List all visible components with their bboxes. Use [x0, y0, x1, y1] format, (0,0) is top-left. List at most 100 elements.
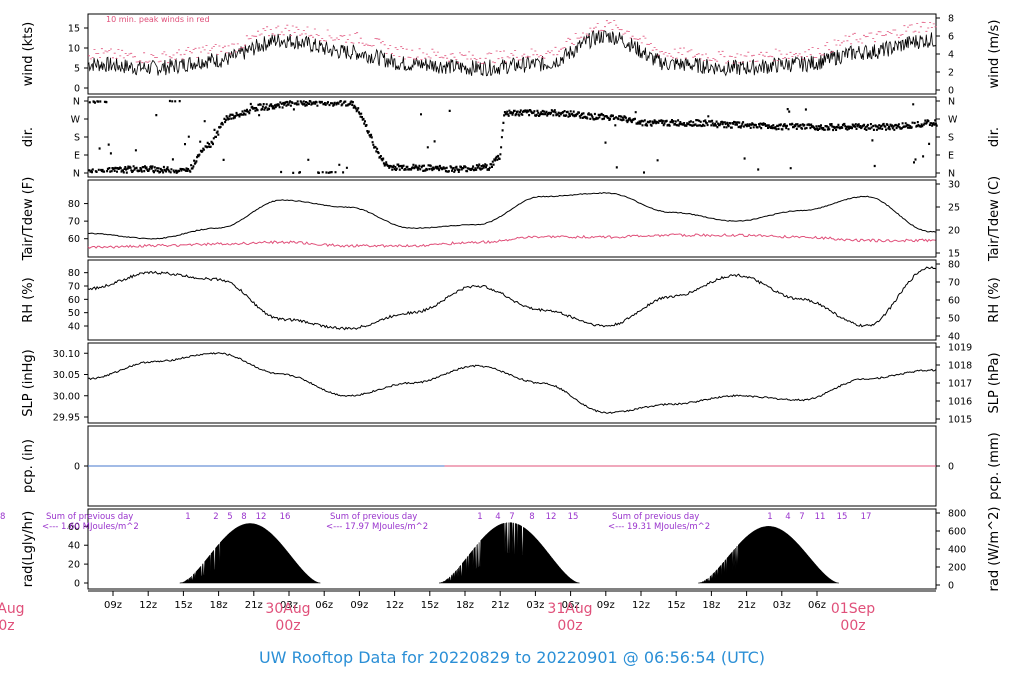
x-tick-label: 09z	[597, 600, 615, 611]
rad-hour-label: 11	[815, 512, 826, 522]
x-tick-label: 09z	[350, 600, 368, 611]
x-tick-label: 12z	[386, 600, 404, 611]
ytick-right-label-rh: 60	[948, 296, 960, 307]
rad-hour-label: 1	[185, 512, 190, 522]
ytick-label-wind: 15	[68, 24, 80, 35]
rad-sum-title: Sum of previous day	[330, 512, 417, 522]
x-tick-label: 15z	[421, 600, 439, 611]
ylabel-pcp: pcp. (in)	[21, 439, 36, 493]
ylabel-rh: RH (%)	[21, 277, 36, 322]
panel-frame-temp	[87, 179, 937, 258]
x-tick-label: 06z	[562, 600, 580, 611]
ylabel-right-temp: Tair/Tdew (C)	[987, 176, 1002, 262]
x-tick-label: 03z	[526, 600, 544, 611]
ytick-right-label-wind: 2	[948, 68, 954, 79]
air-temp-line	[87, 192, 936, 240]
panel-frame-slp	[87, 342, 937, 424]
ytick-right-label-rh: 40	[948, 332, 960, 343]
ytick-label-dir: W	[71, 115, 81, 126]
rad-hour-label: 12	[546, 512, 557, 522]
ylabel-right-rh: RH (%)	[987, 277, 1002, 322]
ylabel-rad: rad(Lgly/hr)	[21, 511, 36, 587]
rad-sum-value: <--- 17.97 MJoules/m^2	[326, 522, 428, 532]
ytick-label-rh: 70	[68, 282, 80, 293]
peak-wind-annotation: 10 min. peak winds in red	[106, 15, 210, 24]
rad-sum-title: Sum of previous day	[46, 512, 133, 522]
x-tick-label: 15z	[174, 600, 192, 611]
ytick-label-rad: 40	[68, 541, 80, 552]
slp-line	[87, 352, 937, 414]
ylabel-right-dir: dir.	[987, 127, 1002, 147]
ytick-label-rh: 50	[68, 308, 80, 319]
radiation-day-3	[698, 526, 839, 584]
date-label: 30Aug	[265, 601, 310, 617]
radiation-day-2	[439, 522, 580, 584]
ytick-right-label-temp: 20	[948, 226, 960, 237]
rad-hour-label: 1	[767, 512, 772, 522]
ylabel-slp: SLP (inHg)	[21, 349, 36, 417]
peak-wind-series	[88, 20, 937, 64]
ytick-right-label-temp: 15	[948, 249, 960, 260]
ytick-right-label-wind: 4	[948, 50, 954, 61]
ylabel-right-pcp: pcp. (mm)	[987, 432, 1002, 499]
ytick-label-rad: 60	[68, 522, 80, 533]
date-label: 31Aug	[547, 601, 592, 617]
x-tick-label: 18z	[702, 600, 720, 611]
ytick-right-label-dir: W	[948, 115, 958, 126]
x-tick-label: 06z	[315, 600, 333, 611]
ytick-right-label-rad: 0	[948, 581, 954, 592]
ytick-right-label-rad: 400	[948, 545, 966, 556]
date-hour-label: 00z	[275, 618, 300, 634]
ytick-right-label-slp: 1019	[948, 343, 972, 354]
ytick-label-pcp: 0	[74, 462, 80, 473]
date-hour-label: 00z	[557, 618, 582, 634]
rad-sum-value: <--- 19.31 MJoules/m^2	[608, 522, 710, 532]
ytick-right-label-rh: 80	[948, 260, 960, 271]
ytick-right-label-rh: 70	[948, 278, 960, 289]
rad-hour-label: 8	[529, 512, 534, 522]
rad-hour-label: 1	[477, 512, 482, 522]
ylabel-temp: Tair/Tdew (F)	[21, 177, 36, 262]
ytick-right-label-slp: 1016	[948, 397, 972, 408]
ytick-right-label-wind: 0	[948, 86, 954, 97]
ytick-label-rh: 60	[68, 295, 80, 306]
rad-hour-label: 18	[0, 512, 5, 522]
rad-hour-label: 7	[799, 512, 804, 522]
ytick-label-slp: 29.95	[53, 413, 80, 424]
x-tick-label: 18z	[210, 600, 228, 611]
ytick-right-label-temp: 25	[948, 203, 960, 214]
ytick-label-dir: N	[73, 97, 80, 108]
ylabel-right-rad: rad (W/m^2)	[987, 507, 1002, 592]
ytick-right-label-slp: 1018	[948, 361, 972, 372]
ytick-label-rad: 20	[68, 560, 80, 571]
ylabel-right-slp: SLP (hPa)	[987, 352, 1002, 413]
rad-hour-label: 4	[785, 512, 790, 522]
x-tick-label: 03z	[773, 600, 791, 611]
x-tick-label: 21z	[245, 600, 263, 611]
rad-hour-label: 4	[495, 512, 500, 522]
ytick-right-label-temp: 30	[948, 180, 960, 191]
ytick-right-label-rad: 200	[948, 563, 966, 574]
date-label: 01Sep	[831, 601, 875, 617]
ylabel-dir: dir.	[21, 127, 36, 147]
rad-sum-title: Sum of previous day	[612, 512, 699, 522]
ytick-label-temp: 70	[68, 217, 80, 228]
date-label: 29Aug	[0, 601, 25, 617]
x-tick-label: 12z	[139, 600, 157, 611]
rad-hour-label: 8	[241, 512, 246, 522]
ytick-label-rad: 0	[74, 579, 80, 590]
ytick-right-label-dir: E	[948, 151, 954, 162]
ytick-label-wind: 0	[74, 84, 80, 95]
ytick-right-label-wind: 8	[948, 14, 954, 25]
ytick-right-label-dir: S	[948, 133, 954, 144]
rad-hour-label: 15	[837, 512, 848, 522]
ytick-right-label-wind: 6	[948, 32, 954, 43]
ytick-label-slp: 30.10	[53, 349, 80, 360]
ytick-right-label-slp: 1017	[948, 379, 972, 390]
page-title: UW Rooftop Data for 20220829 to 20220901…	[258, 648, 766, 667]
ytick-label-temp: 80	[68, 199, 80, 210]
ytick-label-temp: 60	[68, 234, 80, 245]
date-hour-label: 00z	[840, 618, 865, 634]
ytick-right-label-dir: N	[948, 97, 955, 108]
x-tick-label: 09z	[104, 600, 122, 611]
